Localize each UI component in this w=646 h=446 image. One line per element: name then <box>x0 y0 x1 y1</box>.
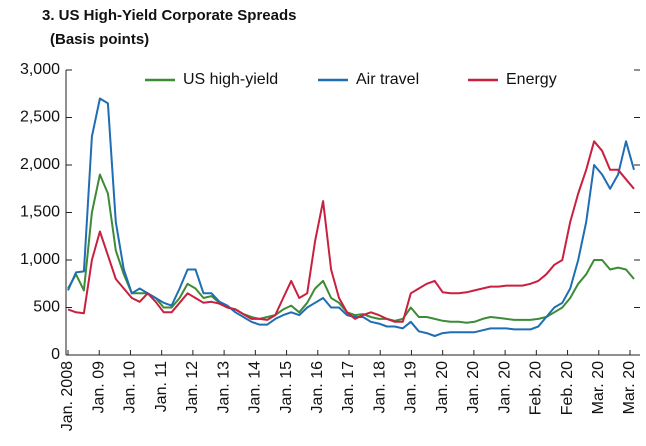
x-tick-label: Jan. 15 <box>278 361 295 414</box>
series-line <box>67 173 635 324</box>
series-line <box>67 97 635 337</box>
legend-label: US high-yield <box>183 71 278 88</box>
y-tick-label: 0 <box>51 346 60 363</box>
x-tick-label: Jan. 2008 <box>59 361 76 431</box>
x-tick-label: Jan. 12 <box>184 361 201 414</box>
x-tick-label: Jan. 11 <box>153 361 170 412</box>
series-line <box>67 140 635 323</box>
x-tick-label: Jan. 20 <box>434 361 451 414</box>
y-tick-label: 2,000 <box>20 156 60 173</box>
chart-subtitle: (Basis points) <box>50 31 149 48</box>
x-tick-label: Jan. 10 <box>122 361 139 414</box>
x-tick-label: Jan. 20 <box>465 361 482 414</box>
y-tick-label: 500 <box>33 299 60 316</box>
y-tick-label: 1,500 <box>20 204 60 221</box>
x-tick-label: Jan. 19 <box>403 361 420 414</box>
x-tick-label: Jan. 09 <box>90 361 107 414</box>
x-tick-label: Jan. 18 <box>371 361 388 414</box>
legend-label: Energy <box>506 71 557 88</box>
x-tick-label: Mar. 20 <box>621 361 638 414</box>
x-tick-label: Jan. 20 <box>496 361 513 414</box>
x-tick-label: Feb. 20 <box>528 361 545 415</box>
x-tick-label: Jan. 17 <box>340 361 357 414</box>
x-tick-label: Jan. 13 <box>215 361 232 414</box>
y-tick-label: 1,000 <box>20 251 60 268</box>
x-tick-label: Feb. 20 <box>559 361 576 415</box>
y-tick-label: 2,500 <box>20 109 60 126</box>
y-tick-label: 3,000 <box>20 61 60 78</box>
x-tick-label: Mar. 20 <box>590 361 607 414</box>
legend-label: Air travel <box>356 71 419 88</box>
x-tick-label: Jan. 16 <box>309 361 326 414</box>
x-tick-label: Jan. 14 <box>247 361 264 414</box>
chart-title: 3. US High-Yield Corporate Spreads <box>42 7 297 24</box>
